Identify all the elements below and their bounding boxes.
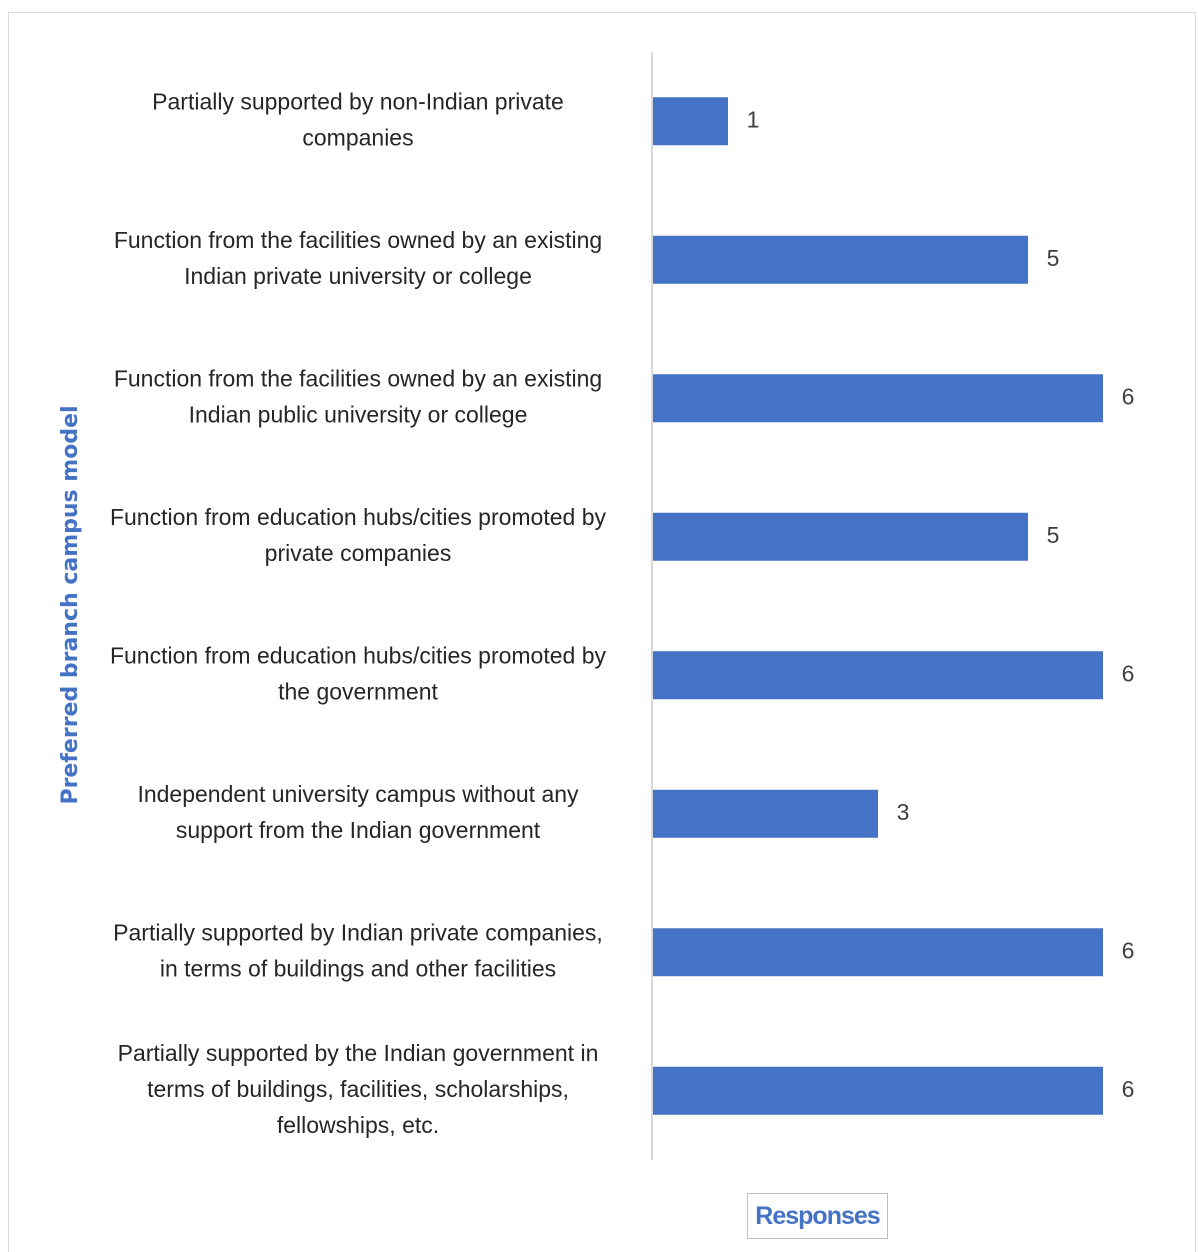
category-label-line: Indian private university or college: [184, 263, 532, 289]
category-label-6: Independent university campus without an…: [137, 781, 579, 843]
category-labels-group: Partially supported by non-Indian privat…: [110, 88, 607, 1138]
bars-group: [653, 97, 1103, 1115]
category-label-5: Function from education hubs/cities prom…: [110, 642, 607, 704]
category-label-line: Function from education hubs/cities prom…: [110, 642, 607, 668]
category-label-line: fellowships, etc.: [277, 1112, 439, 1138]
data-label-7: 6: [1122, 937, 1135, 963]
category-label-line: the government: [278, 678, 438, 704]
bar-2: [653, 235, 1028, 284]
data-label-8: 6: [1122, 1076, 1135, 1102]
data-label-4: 5: [1047, 522, 1060, 548]
x-axis-title-box: Responses: [747, 1193, 888, 1239]
data-label-5: 6: [1122, 660, 1135, 686]
data-label-3: 6: [1122, 383, 1135, 409]
category-label-4: Function from education hubs/cities prom…: [110, 504, 607, 566]
category-label-7: Partially supported by Indian private co…: [113, 919, 603, 981]
data-label-2: 5: [1047, 245, 1060, 271]
category-label-line: Partially supported by non-Indian privat…: [152, 88, 564, 114]
bar-8: [653, 1066, 1103, 1115]
category-label-2: Function from the facilities owned by an…: [114, 227, 602, 289]
category-label-line: Independent university campus without an…: [137, 781, 579, 807]
category-label-8: Partially supported by the Indian govern…: [118, 1040, 599, 1138]
bar-1: [653, 97, 728, 146]
category-label-line: in terms of buildings and other faciliti…: [160, 955, 556, 981]
data-labels-group: 1 5 6 5 6 3 6 6: [747, 106, 1135, 1102]
category-label-line: Function from the facilities owned by an…: [114, 227, 602, 253]
category-label-line: companies: [302, 124, 413, 150]
bar-6: [653, 789, 878, 838]
bar-3: [653, 374, 1103, 423]
category-label-line: terms of buildings, facilities, scholars…: [147, 1076, 569, 1102]
data-label-6: 3: [897, 799, 910, 825]
category-label-1: Partially supported by non-Indian privat…: [152, 88, 564, 150]
category-label-line: Indian public university or college: [189, 401, 528, 427]
category-label-line: Function from the facilities owned by an…: [114, 365, 602, 391]
category-label-line: Partially supported by the Indian govern…: [118, 1040, 599, 1066]
category-label-line: private companies: [265, 540, 452, 566]
y-axis-title: Preferred branch campus model: [58, 405, 83, 804]
bar-5: [653, 651, 1103, 700]
data-label-1: 1: [747, 106, 760, 132]
category-label-line: support from the Indian government: [176, 817, 541, 843]
bar-4: [653, 512, 1028, 561]
chart-frame: [8, 12, 1196, 1252]
category-label-line: Function from education hubs/cities prom…: [110, 504, 607, 530]
category-label-3: Function from the facilities owned by an…: [114, 365, 602, 427]
category-label-line: Partially supported by Indian private co…: [113, 919, 603, 945]
bar-7: [653, 928, 1103, 977]
x-axis-title: Responses: [755, 1201, 880, 1230]
